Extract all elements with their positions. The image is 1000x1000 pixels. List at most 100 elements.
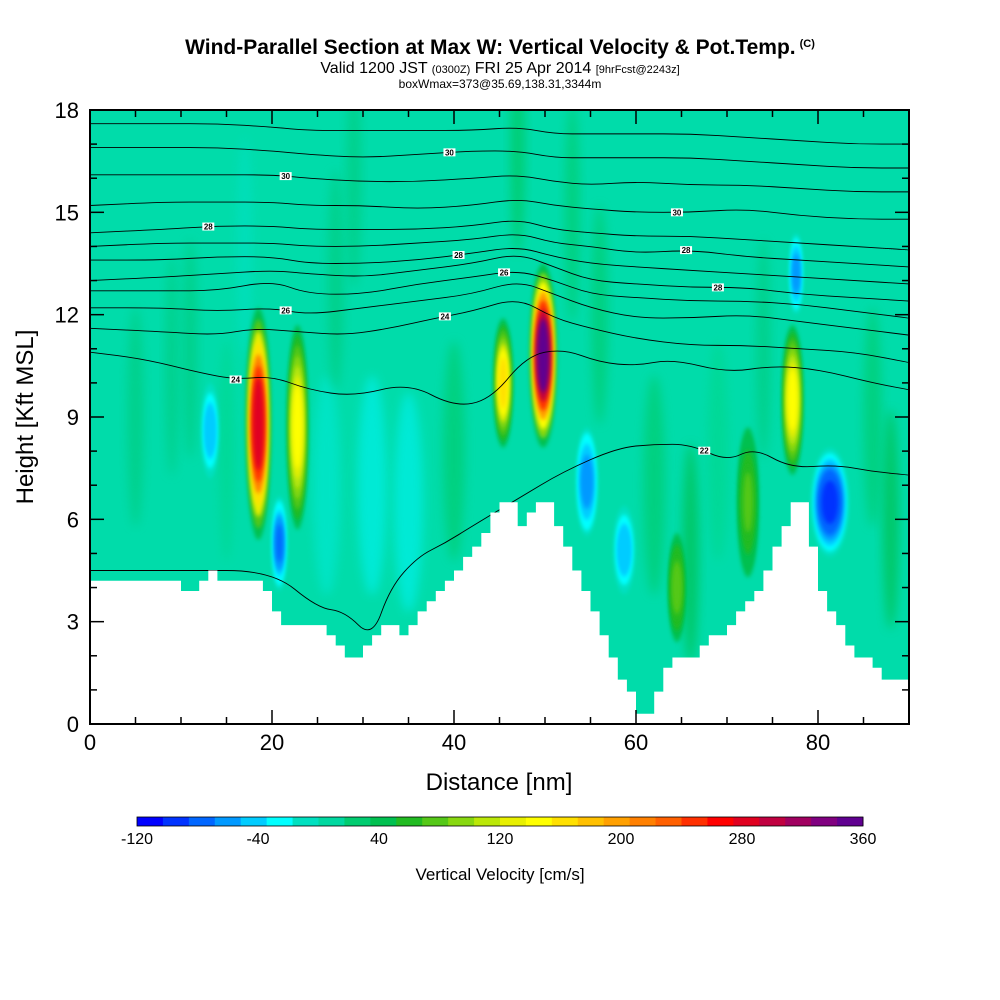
colorbar-label: -120 xyxy=(121,831,153,848)
theta-contour-label: 30 xyxy=(445,148,454,157)
field-streak xyxy=(863,307,882,527)
contour-label-bg xyxy=(443,148,456,157)
field-streak xyxy=(510,110,525,255)
updraft-cell xyxy=(252,377,264,471)
terrain-mask xyxy=(90,502,909,724)
plot-area: 22 24 24 26 26 28 28 28 28 30 30 30 xyxy=(90,110,909,724)
colorbar-swatch xyxy=(344,817,371,826)
colorbar-swatch xyxy=(785,817,812,826)
y-tick-label: 15 xyxy=(55,200,79,225)
y-tick-label: 0 xyxy=(67,712,79,737)
colorbar-swatch xyxy=(137,817,164,826)
field-streak xyxy=(643,375,666,596)
contour-label-bg xyxy=(711,283,724,292)
theta-contour-line xyxy=(90,123,909,145)
field-streak xyxy=(393,392,424,613)
field-streak xyxy=(182,238,198,459)
y-tick-label: 18 xyxy=(55,98,79,123)
theta-contour-label: 30 xyxy=(672,208,681,217)
field-streak xyxy=(707,341,728,562)
colorbar-swatch xyxy=(629,817,657,826)
contour-label-bg xyxy=(279,306,292,315)
colorbar-swatch xyxy=(707,817,734,826)
theta-contour-line xyxy=(90,271,909,319)
box-info: boxWmax=373@35.69,138.31,3344m xyxy=(398,77,602,91)
field-streak xyxy=(127,307,144,527)
field-streak xyxy=(236,136,253,357)
theta-contour-label: 22 xyxy=(700,447,709,456)
axes: 0 20 40 60 80 0 3 6 9 12 15 18 xyxy=(55,98,910,755)
contour-label-bg xyxy=(229,375,242,384)
x-axis-title: Distance [nm] xyxy=(426,769,573,796)
field-streak xyxy=(756,238,771,459)
colorbar-swatch xyxy=(240,817,268,826)
theta-contour-label: 26 xyxy=(500,268,509,277)
field-streak xyxy=(882,409,899,630)
colorbar-swatch xyxy=(681,817,708,826)
theta-contour-line xyxy=(90,283,909,336)
colorbar-swatch xyxy=(396,817,423,826)
theta-contour-label: 26 xyxy=(281,306,290,315)
theta-contour-label: 24 xyxy=(231,375,240,384)
colorbar-swatch xyxy=(318,817,345,826)
field-streak xyxy=(327,170,344,391)
colorbar: -120 -40 40 120 200 280 360 xyxy=(121,816,876,848)
theta-contour-line xyxy=(90,234,909,268)
downdraft-cell xyxy=(206,411,214,450)
theta-contour-label: 30 xyxy=(281,172,290,181)
colorbar-swatch xyxy=(759,817,786,826)
theta-contour-line xyxy=(90,350,909,405)
downdraft-cell xyxy=(821,480,839,525)
theta-contour-label: 24 xyxy=(440,312,449,321)
colorbar-swatch xyxy=(525,817,553,826)
theta-contour-line xyxy=(90,255,909,302)
downdraft-cell xyxy=(582,459,592,504)
downdraft-cell xyxy=(276,524,283,563)
field-streak xyxy=(682,443,699,664)
colorbar-swatch xyxy=(837,817,864,826)
y-tick-label: 12 xyxy=(55,303,79,328)
valid-utc: (0300Z) xyxy=(431,64,471,76)
copyright-mark: (C) xyxy=(799,38,815,50)
updraft-cell xyxy=(673,565,681,610)
colorbar-swatch xyxy=(655,817,682,826)
x-tick-label: 0 xyxy=(84,730,96,755)
colorbar-swatch xyxy=(577,817,605,826)
contour-label-bg xyxy=(670,208,683,217)
y-tick-label: 6 xyxy=(67,507,79,532)
theta-contour-line xyxy=(90,301,909,363)
theta-contour-line xyxy=(90,174,909,193)
colorbar-swatch xyxy=(214,817,242,826)
field-streak xyxy=(565,110,580,323)
theta-contour-line xyxy=(90,147,909,169)
field-streak xyxy=(357,375,387,596)
colorbar-label: -40 xyxy=(246,831,269,848)
theta-contour-line xyxy=(90,199,909,220)
field-streak xyxy=(219,341,234,562)
colorbar-swatch xyxy=(811,817,838,826)
field-streak xyxy=(591,204,608,425)
colorbar-swatch xyxy=(474,817,501,826)
updraft-cell xyxy=(787,369,798,430)
field-streak xyxy=(443,341,465,562)
contour-label-bg xyxy=(698,446,711,455)
chart-title: Wind-Parallel Section at Max W: Vertical… xyxy=(185,36,815,59)
contour-label-bg xyxy=(438,312,451,321)
colorbar-label: 120 xyxy=(487,831,514,848)
x-tick-label: 60 xyxy=(624,730,648,755)
x-tick-label: 40 xyxy=(442,730,466,755)
y-tick-label: 9 xyxy=(67,405,79,430)
x-tick-label: 20 xyxy=(260,730,284,755)
colorbar-swatch xyxy=(292,817,319,826)
colorbar-swatch xyxy=(733,817,760,826)
updraft-cell xyxy=(498,356,508,409)
contour-label-bg xyxy=(202,222,215,231)
theta-contour-line xyxy=(90,248,909,285)
y-axis-title: Height [Kft MSL] xyxy=(12,330,39,505)
updraft-cell xyxy=(743,472,753,533)
downdraft-cell xyxy=(619,532,629,568)
colorbar-frame xyxy=(136,816,864,827)
field-streak xyxy=(346,110,362,289)
colorbar-swatch xyxy=(551,817,579,826)
colorbar-swatch xyxy=(422,817,449,826)
